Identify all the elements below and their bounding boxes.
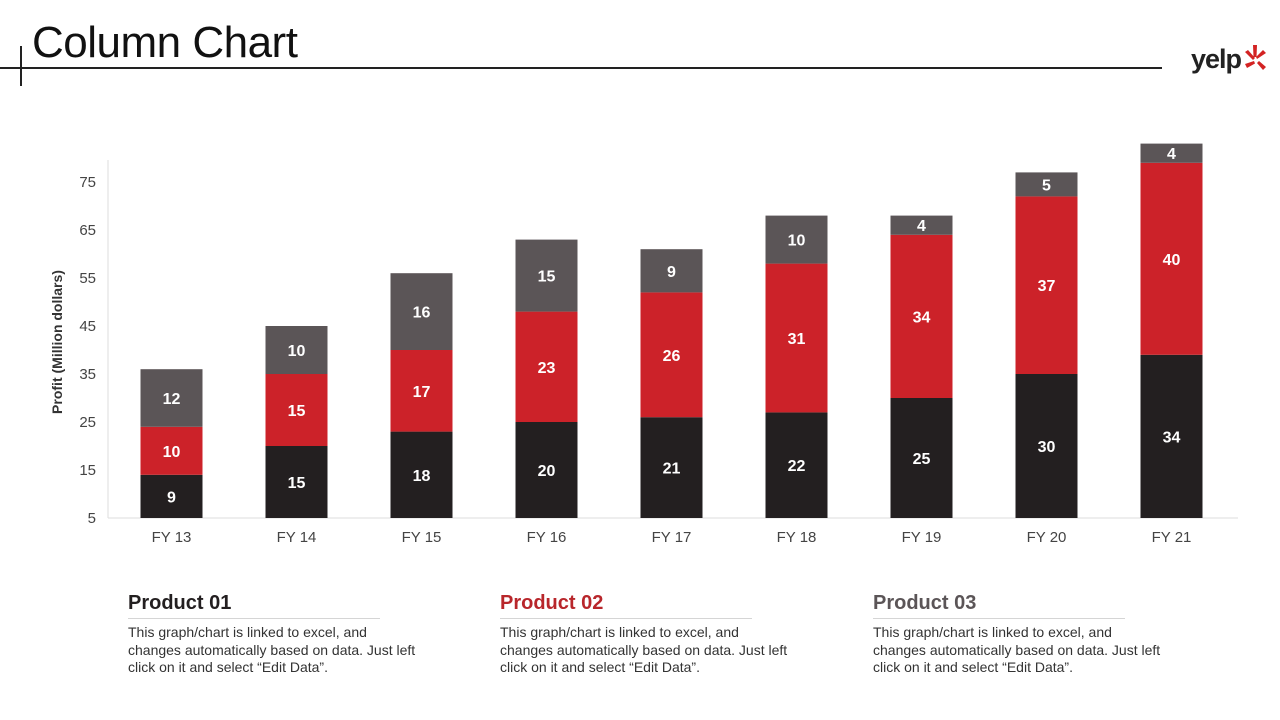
bar-product-03: [390, 273, 453, 350]
data-label: 4: [917, 218, 926, 235]
bar-product-03: [1015, 172, 1078, 197]
data-label: 21: [663, 461, 681, 478]
product-01-title: Product 01: [128, 592, 380, 619]
data-label: 4: [1167, 146, 1176, 163]
bar-product-02: [140, 426, 203, 475]
product-03-card: Product 03 This graph/chart is linked to…: [873, 592, 1160, 677]
yelp-logo: yelp: [1191, 42, 1269, 76]
product-03-title: Product 03: [873, 592, 1125, 619]
product-03-description: This graph/chart is linked to excel, and…: [873, 624, 1161, 675]
data-label: 15: [538, 269, 556, 286]
data-label: 5: [1042, 177, 1051, 194]
data-label: 10: [288, 343, 306, 360]
data-label: 15: [288, 475, 306, 492]
y-axis-title: Profit (Million dollars): [49, 270, 65, 414]
yelp-burst-icon: [1245, 45, 1267, 70]
bar-product-01: [1015, 374, 1078, 518]
data-label: 23: [538, 360, 556, 377]
data-label: 12: [163, 391, 181, 408]
x-tick-label: FY 20: [1027, 529, 1067, 546]
x-tick-label: FY 21: [1152, 529, 1192, 546]
y-tick-label: 15: [79, 462, 96, 479]
data-label: 37: [1038, 278, 1056, 295]
x-tick-label: FY 13: [152, 529, 192, 546]
data-label: 30: [1038, 439, 1056, 456]
bar-product-02: [1015, 196, 1078, 374]
data-label: 34: [913, 309, 931, 326]
product-02-title: Product 02: [500, 592, 752, 619]
bar-product-02: [515, 311, 578, 422]
data-label: 10: [788, 233, 806, 250]
bar-product-01: [265, 446, 328, 518]
y-tick-label: 5: [88, 510, 96, 527]
x-tick-label: FY 15: [402, 529, 442, 546]
data-label: 22: [788, 458, 806, 475]
y-tick-label: 75: [79, 174, 96, 191]
bar-product-01: [390, 431, 453, 518]
y-tick-label: 55: [79, 270, 96, 287]
bar-product-02: [1140, 162, 1203, 355]
bar-product-03: [265, 326, 328, 374]
bar-product-01: [765, 412, 828, 518]
page-title: Column Chart: [32, 18, 298, 67]
product-02-description: This graph/chart is linked to excel, and…: [500, 624, 788, 675]
data-label: 15: [288, 403, 306, 420]
bar-product-01: [1140, 354, 1203, 518]
data-label: 25: [913, 451, 931, 468]
bar-product-01: [890, 398, 953, 518]
bar-product-03: [140, 369, 203, 427]
x-tick-label: FY 18: [777, 529, 817, 546]
data-label: 26: [663, 348, 681, 365]
data-label: 20: [538, 463, 556, 480]
x-tick-label: FY 19: [902, 529, 942, 546]
bar-product-01: [515, 422, 578, 518]
bar-product-02: [765, 263, 828, 413]
bar-product-03: [1140, 143, 1203, 163]
title-divider-tick: [20, 46, 22, 86]
y-tick-label: 25: [79, 414, 96, 431]
x-tick-label: FY 17: [652, 529, 692, 546]
bar-product-03: [890, 215, 953, 235]
y-tick-label: 65: [79, 222, 96, 239]
data-label: 31: [788, 331, 806, 348]
bar-product-01: [640, 417, 703, 518]
product-01-card: Product 01 This graph/chart is linked to…: [128, 592, 415, 677]
bar-product-02: [640, 292, 703, 418]
bar-product-03: [640, 249, 703, 293]
bar-product-02: [890, 234, 953, 398]
logo-text: yelp: [1191, 43, 1242, 74]
data-label: 10: [163, 444, 181, 461]
data-label: 18: [413, 468, 431, 485]
x-tick-label: FY 16: [527, 529, 567, 546]
product-02-card: Product 02 This graph/chart is linked to…: [500, 592, 787, 677]
data-label: 40: [1163, 252, 1181, 269]
data-label: 9: [667, 264, 676, 281]
bar-product-03: [515, 239, 578, 312]
y-tick-label: 45: [79, 318, 96, 335]
title-divider: [0, 67, 1162, 69]
x-tick-label: FY 14: [277, 529, 317, 546]
bar-product-02: [265, 374, 328, 446]
data-label: 16: [413, 305, 431, 322]
product-01-description: This graph/chart is linked to excel, and…: [128, 624, 416, 675]
bar-product-03: [765, 215, 828, 264]
y-tick-label: 35: [79, 366, 96, 383]
data-label: 9: [167, 489, 176, 506]
bar-product-01: [140, 474, 203, 518]
data-label: 17: [413, 384, 431, 401]
bar-product-02: [390, 350, 453, 432]
data-label: 34: [1163, 429, 1181, 446]
